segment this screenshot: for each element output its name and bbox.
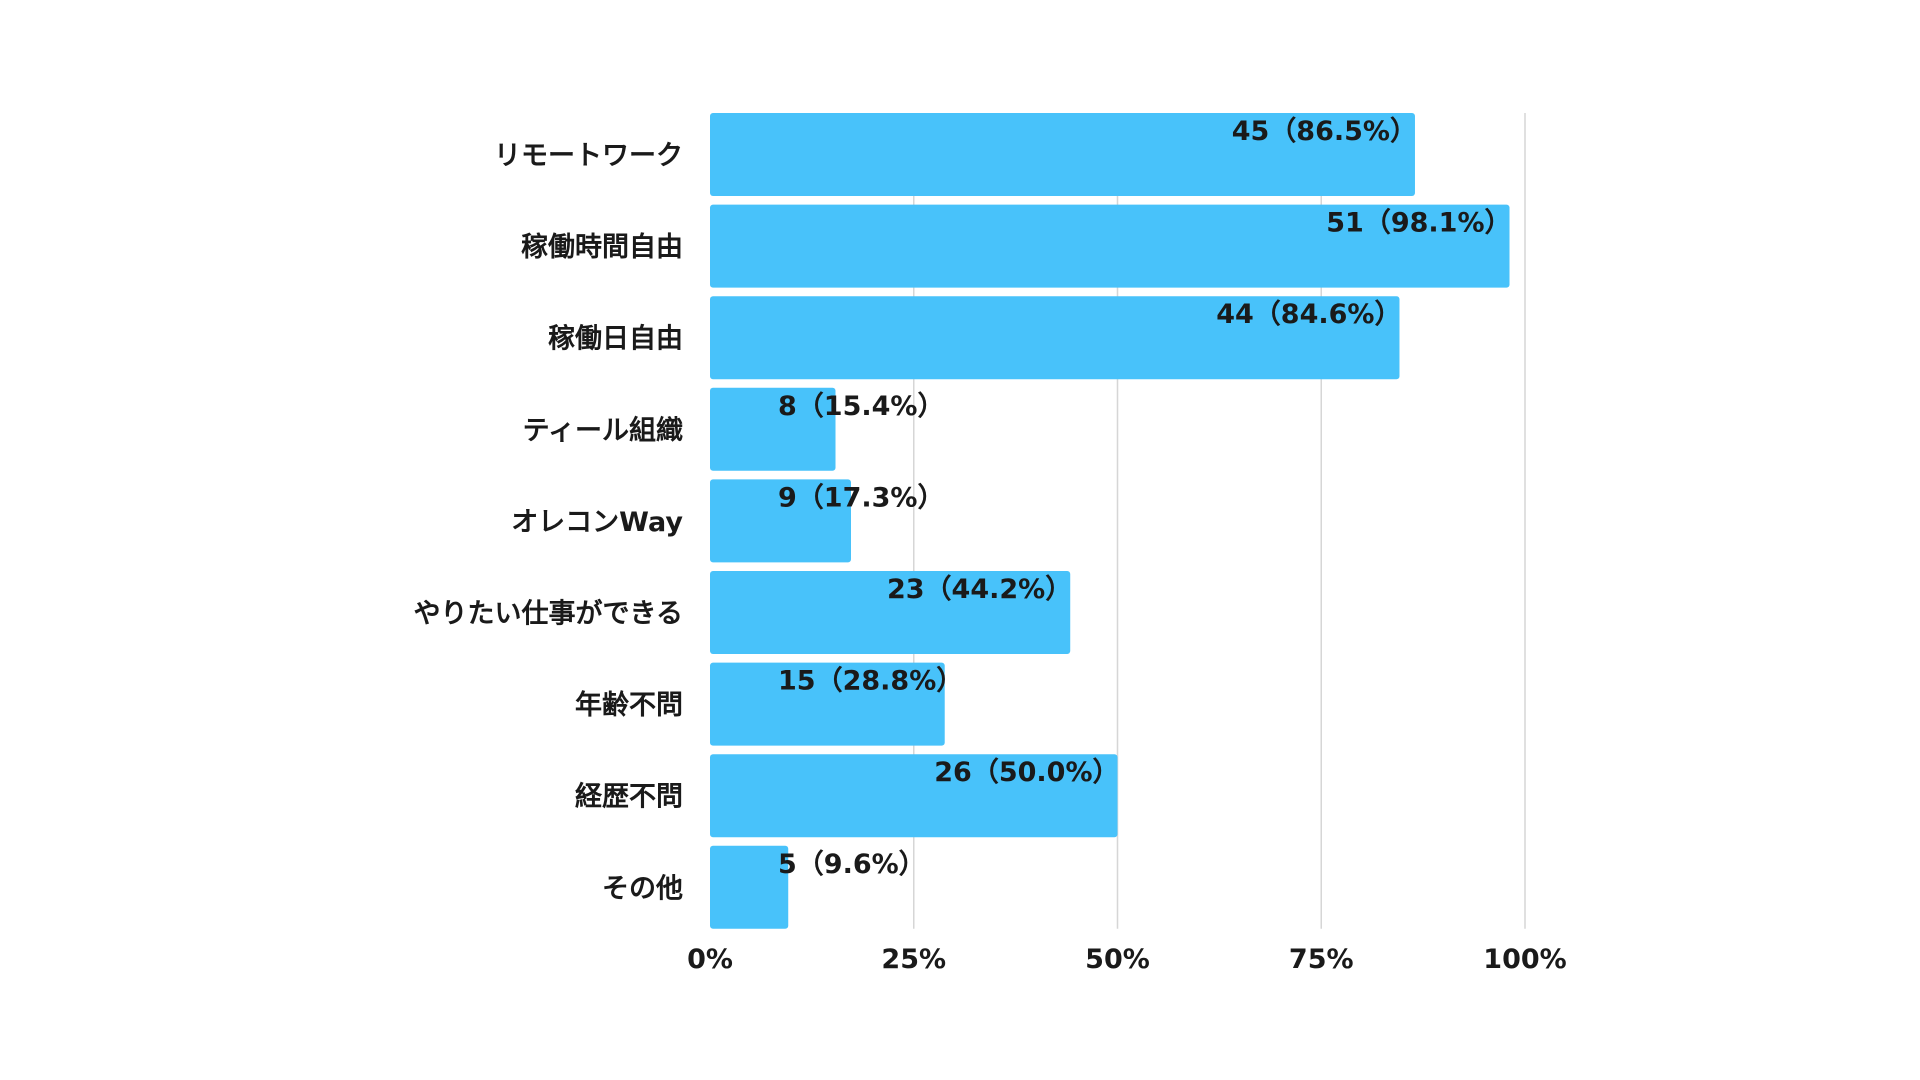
x-tick-label: 50% [1085,944,1150,975]
data-label: 23（44.2%） [887,574,1072,605]
x-axis-tick-labels: 0% 25% 50% 75% 100% [687,944,1567,975]
category-label: 稼働時間自由 [521,231,683,263]
data-label: 5（9.6%） [778,849,926,880]
category-label: 年齢不問 [575,689,683,721]
data-label: 51（98.1%） [1326,208,1511,239]
x-tick-label: 100% [1483,944,1566,975]
category-label: やりたい仕事ができる [414,598,683,630]
category-label: 経歴不問 [575,781,683,813]
data-label: 26（50.0%） [934,757,1119,788]
data-label: 9（17.3%） [778,482,944,513]
data-label: 8（15.4%） [778,391,944,422]
category-label: 稼働日自由 [548,323,683,355]
x-tick-label: 0% [687,944,733,975]
category-label: リモートワーク [494,141,683,172]
data-label: 15（28.8%） [778,666,963,697]
category-label: オレコンWay [511,507,683,538]
x-tick-label: 75% [1289,944,1354,975]
x-tick-label: 25% [881,944,946,975]
bar-8 [710,846,788,929]
data-label: 44（84.6%） [1216,299,1401,330]
category-label: ティール組織 [523,414,683,446]
data-label: 45（86.5%） [1232,116,1417,147]
category-label: その他 [602,873,683,904]
